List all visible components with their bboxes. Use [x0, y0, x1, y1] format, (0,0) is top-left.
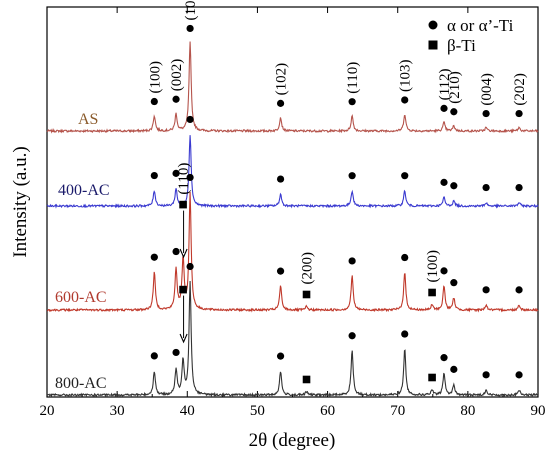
alpha-marker	[401, 330, 409, 338]
alpha-marker	[401, 96, 409, 104]
alpha-marker	[482, 286, 490, 294]
x-tick-label: 40	[180, 403, 195, 419]
alpha-marker	[348, 257, 356, 265]
legend-beta-label: β-Ti	[447, 36, 476, 55]
legend: α or α’-Ti β-Ti	[428, 16, 514, 55]
series-line	[46, 281, 539, 398]
alpha-marker	[450, 108, 458, 116]
alpha-marker	[440, 354, 448, 362]
legend-circle-marker	[428, 20, 438, 30]
alpha-marker	[172, 247, 180, 256]
x-axis: 20 30 40 50 60 70 80 90	[40, 7, 546, 419]
alpha-marker	[401, 172, 409, 180]
series-line	[46, 191, 539, 313]
series-line	[46, 41, 539, 134]
alpha-marker	[186, 24, 194, 33]
alpha-marker	[482, 109, 490, 118]
alpha-marker	[440, 104, 448, 112]
legend-alpha-label: α or α’-Ti	[447, 16, 514, 35]
peak-index-label: (002)	[169, 59, 185, 92]
alpha-marker	[515, 183, 523, 192]
x-tick-label: 50	[250, 403, 265, 419]
peak-index-label: (112)	[437, 68, 453, 100]
alpha-marker	[186, 262, 194, 271]
x-tick-label: 20	[40, 403, 55, 419]
alpha-marker	[276, 99, 285, 107]
legend-square-marker	[428, 40, 438, 50]
series-line	[46, 135, 539, 209]
series-group	[46, 41, 539, 398]
x-tick-label: 90	[531, 403, 546, 419]
beta-marker	[428, 288, 436, 297]
peak-index-label: (210)	[447, 71, 463, 104]
beta-index-label: (100)	[425, 250, 441, 283]
marker-group	[150, 24, 523, 384]
peak-index-label: (103)	[398, 59, 414, 92]
alpha-marker	[440, 267, 448, 275]
alpha-marker	[276, 175, 285, 183]
beta-marker	[179, 285, 187, 294]
alpha-marker	[186, 115, 194, 124]
alpha-marker	[150, 97, 158, 106]
annotation-group: AS 400-AC 600-AC 800-AC (100) (002) (101) (102)…	[55, 0, 528, 392]
alpha-marker	[172, 95, 180, 103]
alpha-marker	[482, 183, 490, 192]
alpha-marker	[172, 348, 180, 357]
alpha-marker	[186, 173, 194, 182]
alpha-marker	[515, 371, 523, 379]
alpha-marker	[450, 365, 458, 373]
alpha-marker	[150, 352, 158, 360]
alpha-marker	[172, 169, 180, 177]
x-tick-label: 80	[460, 403, 475, 419]
x-tick-label: 70	[390, 403, 405, 419]
beta-arrow-head	[179, 333, 188, 344]
alpha-marker	[348, 332, 356, 340]
alpha-marker	[348, 172, 356, 180]
beta-marker	[428, 373, 436, 382]
alpha-marker	[150, 253, 158, 261]
peak-index-label: (102)	[274, 63, 290, 96]
beta-marker	[302, 290, 311, 299]
alpha-marker	[276, 352, 285, 360]
y-axis-title: Intensity (a.u.)	[10, 146, 31, 257]
sample-label: 800-AC	[55, 375, 107, 392]
x-tick-label: 60	[320, 403, 335, 419]
sample-label: 600-AC	[55, 289, 107, 306]
sample-label: 400-AC	[58, 182, 110, 199]
alpha-marker	[450, 279, 458, 287]
x-axis-title: 2θ (degree)	[249, 430, 336, 451]
beta-marker	[302, 375, 311, 384]
alpha-marker	[348, 98, 356, 106]
sample-label: AS	[78, 111, 98, 128]
alpha-marker	[440, 178, 448, 186]
alpha-marker	[515, 286, 523, 294]
peak-index-label: (100)	[147, 61, 163, 94]
alpha-marker	[450, 182, 458, 190]
beta-arrow-head	[179, 248, 188, 259]
alpha-marker	[482, 371, 490, 379]
beta-index-label: (110)	[176, 163, 192, 195]
beta-marker	[179, 200, 187, 209]
peak-index-label: (004)	[479, 73, 495, 106]
peak-index-label: (101)	[183, 0, 199, 20]
alpha-marker	[150, 171, 158, 180]
alpha-marker	[515, 109, 523, 118]
alpha-marker	[276, 267, 285, 275]
alpha-marker	[401, 253, 409, 262]
peak-index-label: (110)	[345, 62, 361, 94]
x-tick-label: 30	[110, 403, 125, 419]
peak-index-label: (202)	[512, 73, 528, 106]
beta-index-label: (200)	[300, 252, 316, 285]
plot-frame	[46, 6, 539, 398]
